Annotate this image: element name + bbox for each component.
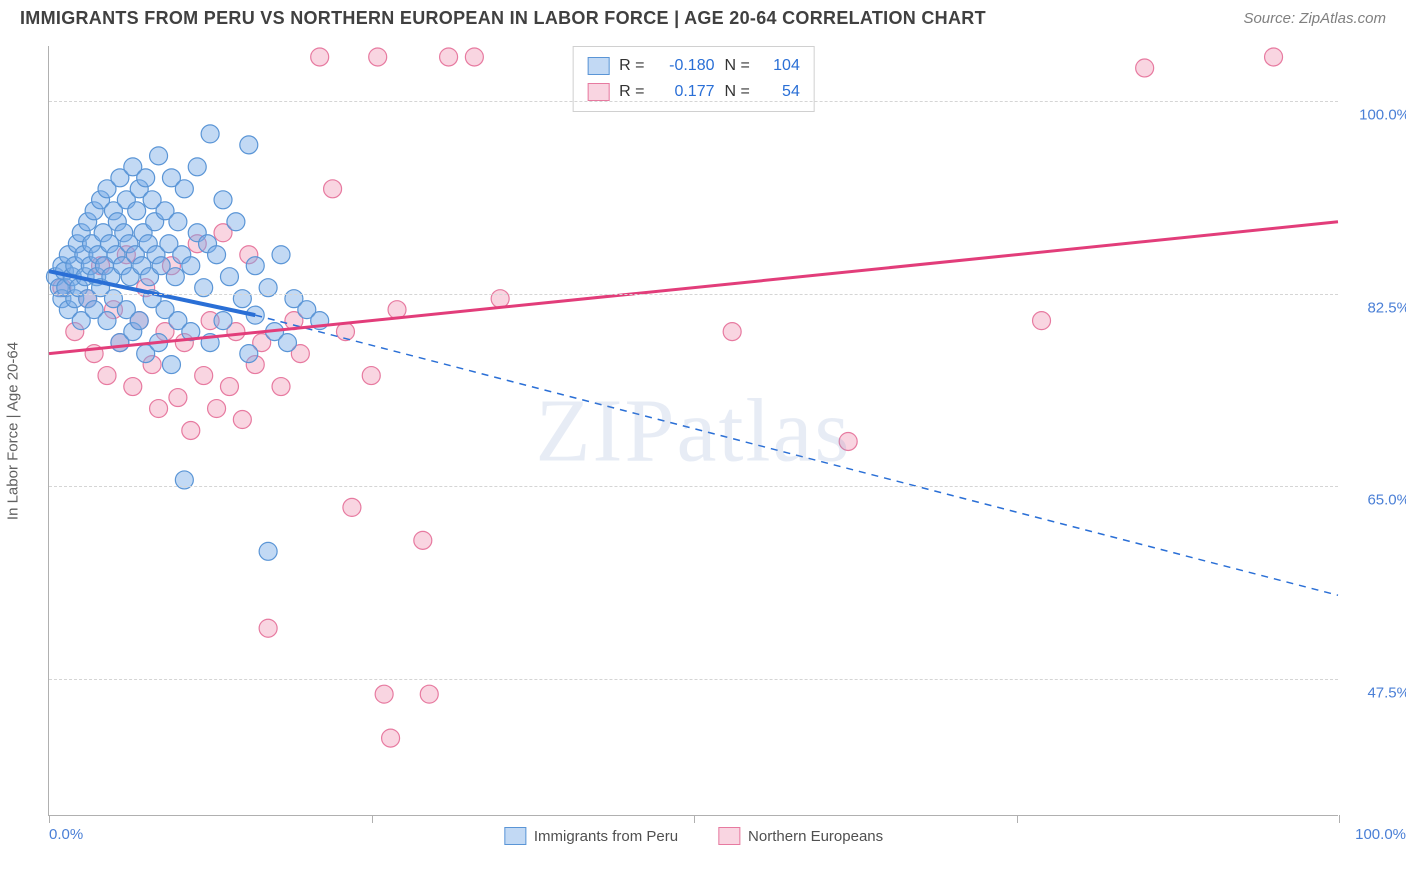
y-tick-label: 65.0% xyxy=(1367,492,1406,509)
series-legend: Immigrants from Peru Northern Europeans xyxy=(504,827,883,845)
x-tick xyxy=(694,815,695,823)
x-max-label: 100.0% xyxy=(1355,826,1406,843)
n-value-ne: 54 xyxy=(760,83,800,101)
chart-title: IMMIGRANTS FROM PERU VS NORTHERN EUROPEA… xyxy=(20,8,986,29)
x-tick xyxy=(49,815,50,823)
stats-row-peru: R = -0.180 N = 104 xyxy=(587,53,800,79)
x-tick xyxy=(1339,815,1340,823)
gridline xyxy=(49,101,1338,102)
stats-legend: R = -0.180 N = 104 R = 0.177 N = 54 xyxy=(572,46,815,112)
gridline xyxy=(49,486,1338,487)
y-tick-label: 82.5% xyxy=(1367,299,1406,316)
swatch-ne-icon xyxy=(718,827,740,845)
r-label: R = xyxy=(619,57,644,75)
y-tick-label: 100.0% xyxy=(1359,107,1406,124)
gridline xyxy=(49,294,1338,295)
swatch-peru-icon xyxy=(504,827,526,845)
legend-item-ne: Northern Europeans xyxy=(718,827,883,845)
swatch-peru xyxy=(587,57,609,75)
x-tick xyxy=(372,815,373,823)
chart-plot-area: In Labor Force | Age 20-64 ZIPatlas R = … xyxy=(48,46,1338,816)
n-label: N = xyxy=(725,83,750,101)
legend-label-ne: Northern Europeans xyxy=(748,828,883,845)
scatter-svg xyxy=(49,46,1338,815)
y-axis-label: In Labor Force | Age 20-64 xyxy=(5,341,22,519)
y-tick-label: 47.5% xyxy=(1367,684,1406,701)
r-value-ne: 0.177 xyxy=(655,83,715,101)
chart-source: Source: ZipAtlas.com xyxy=(1243,10,1386,27)
x-min-label: 0.0% xyxy=(49,826,83,843)
n-value-peru: 104 xyxy=(760,57,800,75)
r-label: R = xyxy=(619,83,644,101)
legend-label-peru: Immigrants from Peru xyxy=(534,828,678,845)
n-label: N = xyxy=(725,57,750,75)
gridline xyxy=(49,679,1338,680)
chart-header: IMMIGRANTS FROM PERU VS NORTHERN EUROPEA… xyxy=(0,0,1406,33)
r-value-peru: -0.180 xyxy=(655,57,715,75)
legend-item-peru: Immigrants from Peru xyxy=(504,827,678,845)
x-tick xyxy=(1017,815,1018,823)
swatch-ne xyxy=(587,83,609,101)
